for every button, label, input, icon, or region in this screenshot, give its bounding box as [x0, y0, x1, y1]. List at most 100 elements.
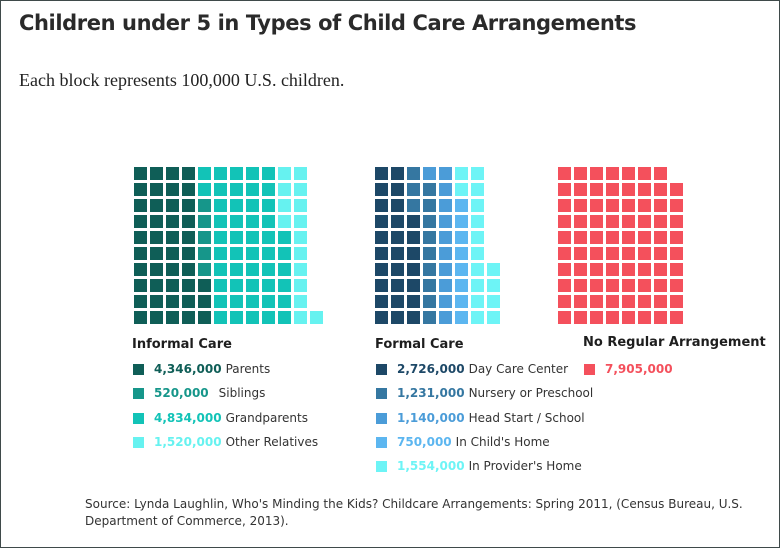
legend-swatch [584, 363, 595, 375]
waffle-block-g0-c3 [294, 247, 307, 260]
waffle-block-g2-c0 [622, 247, 635, 260]
waffle-block-g0-c3 [294, 263, 307, 276]
waffle-block-g2-c0 [670, 311, 683, 324]
waffle-block-g0-c2 [246, 247, 259, 260]
waffle-block-g1-c0 [375, 167, 388, 180]
waffle-block-g0-c2 [214, 263, 227, 276]
legend-item-grandparents: 4,834,000 Grandparents [133, 411, 308, 425]
waffle-block-g2-c0 [590, 263, 603, 276]
legend-item-parents: 4,346,000 Parents [133, 362, 270, 376]
waffle-block-g0-c0 [198, 295, 211, 308]
waffle-block-g1-c4 [471, 215, 484, 228]
legend-value: 4,346,000 [154, 362, 222, 376]
waffle-block-g0-c1 [198, 263, 211, 276]
waffle-block-g0-c0 [198, 279, 211, 292]
waffle-block-g2-c0 [574, 311, 587, 324]
waffle-block-g0-c3 [294, 311, 307, 324]
waffle-block-g0-c2 [246, 183, 259, 196]
waffle-block-g1-c4 [471, 183, 484, 196]
waffle-block-g1-c1 [423, 263, 436, 276]
waffle-block-g1-c1 [407, 167, 420, 180]
waffle-block-g1-c1 [423, 199, 436, 212]
waffle-block-g1-c0 [407, 311, 420, 324]
waffle-block-g0-c3 [294, 183, 307, 196]
legend-item-other-relatives: 1,520,000 Other Relatives [133, 435, 318, 449]
legend-value: 1,554,000 [397, 459, 465, 473]
waffle-block-g0-c3 [278, 183, 291, 196]
legend-value: 4,834,000 [154, 411, 222, 425]
legend-label: Head Start / School [468, 411, 585, 425]
legend-item-nursery-preschool: 1,231,000 Nursery or Preschool [376, 386, 593, 400]
waffle-block-g0-c2 [246, 311, 259, 324]
waffle-block-g0-c3 [294, 199, 307, 212]
waffle-block-g2-c0 [638, 263, 651, 276]
waffle-block-g0-c2 [214, 231, 227, 244]
waffle-block-g2-c0 [590, 279, 603, 292]
waffle-block-g0-c2 [246, 199, 259, 212]
waffle-block-g1-c3 [455, 279, 468, 292]
waffle-block-g0-c2 [230, 167, 243, 180]
waffle-block-g0-c3 [278, 167, 291, 180]
waffle-block-g1-c1 [407, 199, 420, 212]
waffle-block-g0-c0 [182, 295, 195, 308]
waffle-block-g2-c0 [574, 263, 587, 276]
waffle-block-g0-c2 [262, 263, 275, 276]
waffle-block-g2-c0 [622, 215, 635, 228]
waffle-block-g1-c0 [407, 247, 420, 260]
waffle-block-g1-c1 [423, 279, 436, 292]
waffle-block-g2-c0 [606, 247, 619, 260]
waffle-block-g0-c2 [262, 183, 275, 196]
waffle-block-g2-c0 [574, 167, 587, 180]
waffle-block-g0-c2 [198, 167, 211, 180]
waffle-block-g0-c2 [230, 215, 243, 228]
legend-value: 1,140,000 [397, 411, 465, 425]
waffle-block-g2-c0 [606, 199, 619, 212]
waffle-block-g0-c2 [214, 183, 227, 196]
waffle-block-g0-c0 [182, 167, 195, 180]
legend-item-no-regular-arrangement: 7,905,000 [584, 362, 677, 376]
legend-value: 1,520,000 [154, 435, 222, 449]
waffle-block-g2-c0 [654, 263, 667, 276]
waffle-block-g2-c0 [606, 215, 619, 228]
waffle-block-g1-c0 [391, 311, 404, 324]
waffle-block-g2-c0 [558, 311, 571, 324]
waffle-block-g0-c2 [246, 167, 259, 180]
waffle-block-g1-c2 [439, 215, 452, 228]
waffle-block-g0-c0 [150, 215, 163, 228]
waffle-block-g0-c2 [262, 215, 275, 228]
waffle-block-g1-c0 [375, 279, 388, 292]
waffle-block-g1-c1 [423, 311, 436, 324]
waffle-block-g2-c0 [590, 231, 603, 244]
waffle-block-g1-c0 [391, 215, 404, 228]
waffle-block-g2-c0 [622, 263, 635, 276]
waffle-block-g2-c0 [558, 247, 571, 260]
legend-label: Siblings [218, 386, 266, 400]
waffle-block-g1-c0 [407, 215, 420, 228]
waffle-block-g0-c0 [166, 295, 179, 308]
waffle-block-g2-c0 [574, 231, 587, 244]
waffle-block-g2-c0 [574, 215, 587, 228]
waffle-block-g2-c0 [654, 247, 667, 260]
waffle-block-g0-c0 [166, 279, 179, 292]
legend-item-siblings: 520,000 Siblings [133, 386, 265, 400]
waffle-block-g2-c0 [622, 311, 635, 324]
legend-item-head-start-school: 1,140,000 Head Start / School [376, 411, 585, 425]
waffle-block-g1-c3 [455, 295, 468, 308]
waffle-block-g0-c0 [134, 247, 147, 260]
waffle-block-g2-c0 [606, 167, 619, 180]
waffle-block-g0-c2 [278, 295, 291, 308]
waffle-block-g0-c0 [134, 183, 147, 196]
waffle-block-g1-c0 [375, 263, 388, 276]
waffle-block-g0-c2 [230, 183, 243, 196]
waffle-block-g1-c0 [407, 231, 420, 244]
waffle-block-g1-c2 [439, 311, 452, 324]
waffle-block-g1-c3 [455, 311, 468, 324]
waffle-block-g0-c0 [166, 231, 179, 244]
waffle-block-g0-c2 [214, 199, 227, 212]
waffle-block-g0-c3 [278, 215, 291, 228]
waffle-block-g0-c2 [278, 231, 291, 244]
waffle-block-g2-c0 [590, 247, 603, 260]
waffle-block-g2-c0 [574, 295, 587, 308]
waffle-block-g2-c0 [670, 199, 683, 212]
waffle-block-g2-c0 [670, 279, 683, 292]
